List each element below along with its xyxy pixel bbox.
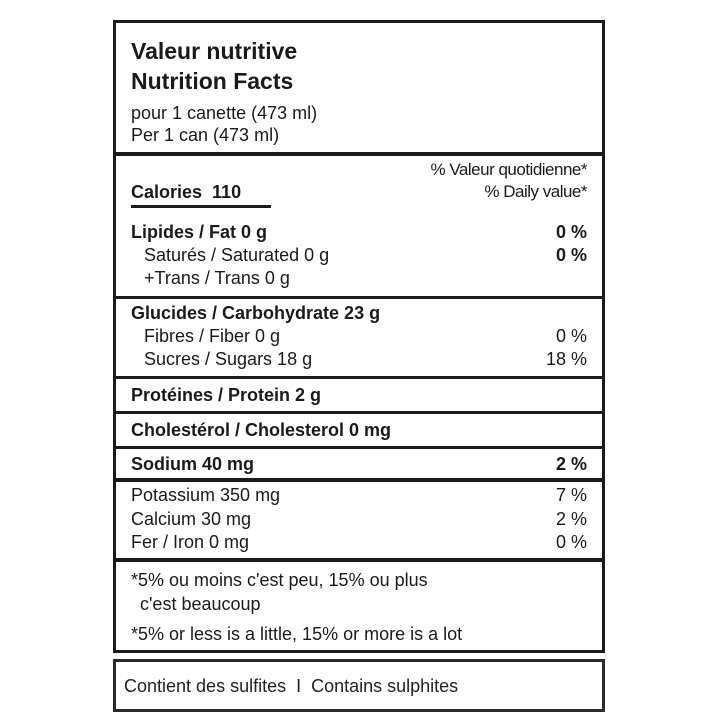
- fiber-dv: 0 %: [555, 326, 587, 346]
- potassium-dv: 7 %: [555, 485, 587, 505]
- calories: Calories 110: [131, 182, 242, 202]
- fat-label: Lipides / Fat 0 g: [131, 222, 268, 242]
- footnote-en: *5% or less is a little, 15% or more is …: [131, 624, 463, 644]
- iron-dv: 0 %: [555, 532, 587, 552]
- sodium-dv: 2 %: [555, 454, 587, 474]
- divider: [113, 376, 605, 379]
- allergen-box: [113, 659, 605, 712]
- title-fr: Valeur nutritive: [131, 38, 298, 64]
- divider: [113, 446, 605, 449]
- iron-label: Fer / Iron 0 mg: [131, 532, 250, 552]
- divider: [113, 558, 605, 562]
- saturated-dv: 0 %: [555, 245, 587, 265]
- divider: [113, 478, 605, 482]
- daily-value-header-en: % Daily value*: [484, 182, 587, 201]
- divider: [113, 152, 605, 156]
- calories-underline: [131, 205, 271, 208]
- nutrition-facts-table: [113, 20, 605, 653]
- cholesterol-label: Cholestérol / Cholesterol 0 mg: [131, 420, 392, 440]
- divider: [113, 296, 605, 299]
- divider: [113, 411, 605, 414]
- serving-size-fr: pour 1 canette (473 ml): [131, 103, 318, 123]
- allergen-statement: Contient des sulfites I Contains sulphit…: [124, 676, 459, 696]
- footnote-fr-line2: c'est beaucoup: [140, 594, 261, 614]
- title-en: Nutrition Facts: [131, 68, 294, 94]
- footnote-fr-line1: *5% ou moins c'est peu, 15% ou plus: [131, 570, 428, 590]
- trans-label: +Trans / Trans 0 g: [144, 268, 290, 288]
- sodium-label: Sodium 40 mg: [131, 454, 255, 474]
- sugars-label: Sucres / Sugars 18 g: [144, 349, 313, 369]
- serving-size-en: Per 1 can (473 ml): [131, 125, 280, 145]
- carbohydrate-label: Glucides / Carbohydrate 23 g: [131, 303, 381, 323]
- fat-dv: 0 %: [555, 222, 587, 242]
- fiber-label: Fibres / Fiber 0 g: [144, 326, 281, 346]
- protein-label: Protéines / Protein 2 g: [131, 385, 322, 405]
- saturated-label: Saturés / Saturated 0 g: [144, 245, 330, 265]
- potassium-label: Potassium 350 mg: [131, 485, 281, 505]
- calcium-label: Calcium 30 mg: [131, 509, 252, 529]
- sugars-dv: 18 %: [545, 349, 587, 369]
- daily-value-header-fr: % Valeur quotidienne*: [430, 160, 588, 179]
- calcium-dv: 2 %: [555, 509, 587, 529]
